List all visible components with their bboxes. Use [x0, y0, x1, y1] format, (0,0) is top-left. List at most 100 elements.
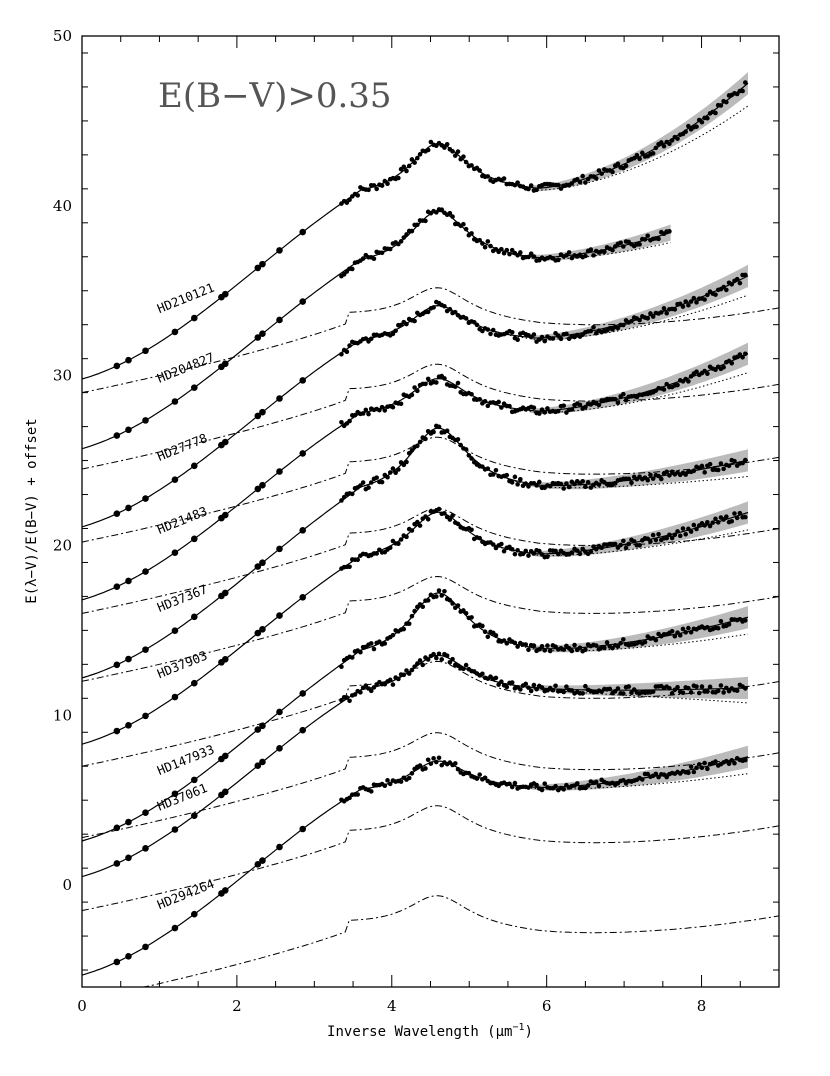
x-tick-label: 0: [77, 997, 87, 1015]
data-point: [444, 141, 450, 147]
x-tick-label: 6: [542, 997, 552, 1015]
data-point: [599, 171, 604, 176]
data-point: [612, 481, 618, 486]
data-point: [729, 758, 735, 763]
data-point: [667, 685, 672, 691]
data-point: [276, 247, 283, 254]
data-point: [715, 520, 721, 525]
data-point: [299, 298, 307, 305]
data-point: [539, 334, 545, 340]
data-point: [561, 647, 567, 652]
data-point: [299, 377, 307, 384]
data-point: [688, 529, 694, 534]
data-point: [358, 690, 363, 695]
data-point: [125, 426, 132, 434]
data-point: [299, 690, 307, 697]
data-point: [442, 145, 447, 150]
data-point: [561, 787, 567, 792]
data-point: [691, 522, 697, 528]
series-label-HD210121: HD210121: [155, 280, 216, 316]
data-point: [390, 404, 396, 410]
data-point: [501, 250, 507, 256]
data-point: [645, 316, 651, 321]
data-point: [466, 453, 472, 458]
data-point: [415, 519, 420, 525]
data-point: [629, 318, 634, 324]
data-point: [276, 316, 283, 324]
data-point: [385, 474, 390, 480]
data-point: [509, 329, 515, 335]
data-point: [480, 623, 485, 629]
data-point: [368, 789, 374, 794]
data-point: [732, 511, 737, 516]
data-point: [537, 411, 542, 416]
data-point: [509, 680, 515, 685]
data-point: [434, 655, 439, 661]
data-point: [469, 391, 474, 397]
data-point: [477, 168, 482, 173]
data-point: [729, 361, 735, 366]
data-point: [680, 304, 686, 309]
data-point: [667, 229, 672, 234]
data-point: [637, 542, 642, 548]
reference-curve-HD37367: [81, 575, 780, 682]
data-point: [477, 396, 482, 402]
data-point: [409, 157, 415, 162]
data-point: [434, 594, 439, 599]
data-point: [398, 239, 404, 244]
data-point: [569, 550, 575, 555]
data-point: [499, 541, 504, 547]
data-point: [360, 256, 366, 261]
data-point: [190, 776, 198, 784]
data-point: [718, 461, 724, 466]
data-point: [743, 80, 748, 85]
data-point: [526, 254, 531, 260]
data-point: [377, 407, 382, 413]
data-point: [447, 306, 453, 312]
data-point: [564, 331, 569, 337]
data-point: [259, 260, 266, 268]
data-point: [553, 683, 558, 689]
data-point: [415, 388, 420, 394]
data-point: [726, 761, 732, 766]
data-point: [572, 642, 577, 648]
y-tick-label: 30: [53, 367, 72, 385]
data-point: [523, 642, 529, 647]
data-point: [482, 775, 488, 781]
data-point: [390, 682, 396, 687]
data-point: [355, 557, 361, 563]
data-point: [669, 138, 675, 143]
data-point: [509, 480, 515, 485]
data-point: [629, 690, 634, 696]
data-point: [412, 160, 417, 165]
data-point: [664, 535, 670, 541]
data-point: [221, 290, 229, 298]
data-point: [675, 684, 680, 690]
data-point: [526, 186, 531, 192]
data-point: [221, 887, 229, 894]
data-point: [621, 322, 626, 328]
data-point: [629, 480, 634, 486]
data-point: [740, 88, 745, 94]
data-point: [412, 318, 417, 324]
data-point: [371, 685, 377, 690]
data-point: [488, 243, 493, 249]
data-point: [664, 381, 670, 387]
data-point: [221, 438, 229, 446]
data-point: [434, 380, 439, 385]
data-point: [190, 812, 198, 819]
data-point: [658, 476, 664, 482]
data-point: [485, 466, 491, 471]
data-point: [406, 163, 412, 169]
data-point: [480, 671, 485, 677]
uncertainty-bands: [531, 72, 748, 791]
data-point: [259, 330, 266, 338]
data-point: [593, 643, 599, 648]
data-point: [550, 687, 556, 693]
data-point: [142, 347, 149, 355]
data-point: [254, 264, 262, 272]
reference-curve-HD210121: [81, 287, 780, 394]
data-point: [648, 472, 653, 478]
data-point: [401, 672, 407, 678]
data-point: [504, 641, 510, 646]
